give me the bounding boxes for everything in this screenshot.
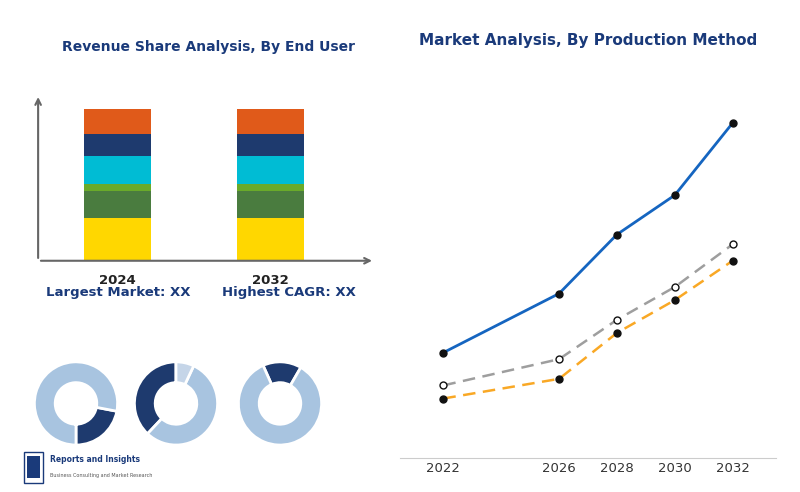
Bar (84, 109, 151, 134)
Bar (237, 191, 305, 218)
Text: 2024: 2024 (99, 275, 136, 287)
Wedge shape (176, 362, 194, 385)
Text: Business Consulting and Market Research: Business Consulting and Market Research (50, 473, 152, 478)
Bar (84, 134, 151, 156)
Bar (237, 134, 305, 156)
Wedge shape (76, 407, 117, 445)
Title: Market Analysis, By Production Method: Market Analysis, By Production Method (419, 32, 757, 48)
Wedge shape (147, 366, 218, 445)
Bar (237, 218, 305, 261)
Bar (237, 109, 305, 134)
Wedge shape (238, 366, 322, 445)
FancyBboxPatch shape (24, 452, 42, 483)
Wedge shape (263, 362, 301, 385)
Bar (84, 156, 151, 184)
Text: Largest Market: XX: Largest Market: XX (46, 286, 190, 299)
Text: GLOBAL CATALASE MARKET SEGMENT ANALYSIS: GLOBAL CATALASE MARKET SEGMENT ANALYSIS (14, 18, 484, 36)
Bar (84, 184, 151, 191)
Bar (237, 156, 305, 184)
Bar (237, 184, 305, 191)
Wedge shape (134, 362, 176, 434)
Text: Reports and Insights: Reports and Insights (50, 455, 140, 464)
FancyBboxPatch shape (27, 457, 40, 478)
Text: 2032: 2032 (252, 275, 289, 287)
Bar (84, 191, 151, 218)
Text: Revenue Share Analysis, By End User: Revenue Share Analysis, By End User (62, 40, 354, 54)
Wedge shape (34, 362, 118, 445)
Text: Highest CAGR: XX: Highest CAGR: XX (222, 286, 356, 299)
Bar (84, 218, 151, 261)
